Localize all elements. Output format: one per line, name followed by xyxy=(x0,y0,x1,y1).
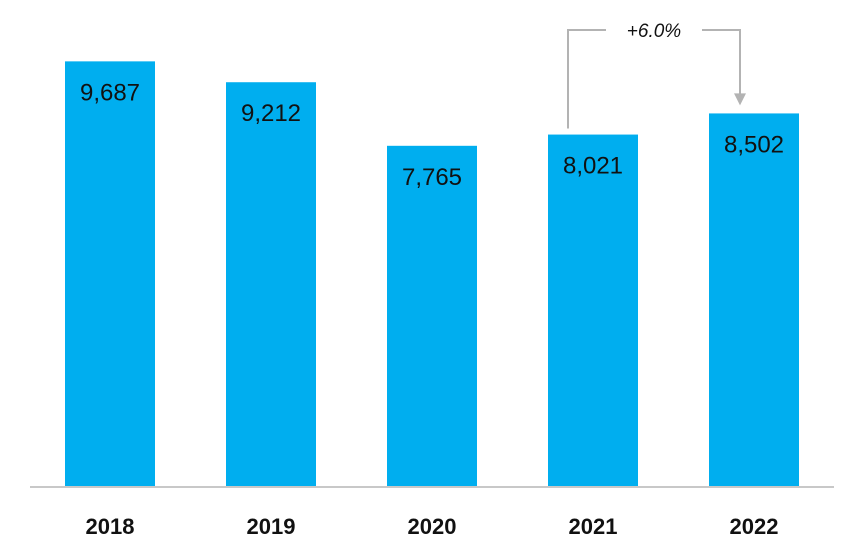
annotation-connector-left xyxy=(567,29,606,129)
category-label-2020: 2020 xyxy=(408,514,457,539)
category-label-2019: 2019 xyxy=(247,514,296,539)
annotation-label: +6.0% xyxy=(627,21,682,42)
annotation-connector-right xyxy=(702,29,741,96)
bar-2019 xyxy=(226,82,316,488)
bar-2022 xyxy=(709,113,799,487)
value-label-2020: 7,765 xyxy=(402,164,462,191)
growth-annotation: +6.0% xyxy=(567,21,746,129)
value-label-2019: 9,212 xyxy=(241,100,301,127)
category-label-2021: 2021 xyxy=(569,514,618,539)
annotation-arrowhead xyxy=(734,93,746,106)
bar-2020 xyxy=(387,145,477,487)
category-label-2018: 2018 xyxy=(86,514,135,539)
category-label-2022: 2022 xyxy=(730,514,779,539)
bars-group: 9,687 2018 9,212 2019 7,765 2020 8,021 2021 8,50… xyxy=(65,61,799,539)
value-label-2021: 8,021 xyxy=(563,153,623,180)
value-label-2022: 8,502 xyxy=(724,131,784,158)
bar-2018 xyxy=(65,61,155,487)
bar-2021 xyxy=(548,134,638,487)
value-label-2018: 9,687 xyxy=(80,79,140,106)
